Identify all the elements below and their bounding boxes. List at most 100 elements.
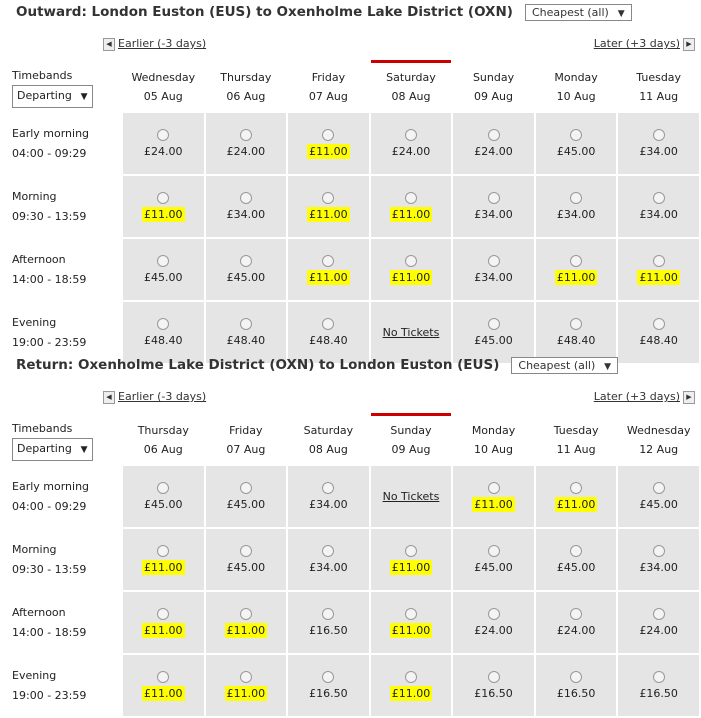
day-name: Monday — [471, 424, 516, 437]
fare-radio[interactable] — [239, 671, 252, 683]
fare-radio[interactable] — [570, 255, 583, 267]
fare-radio[interactable] — [322, 671, 335, 683]
fare-radio[interactable] — [487, 482, 500, 494]
fare-filter-select[interactable]: Cheapest (all) — [511, 357, 619, 374]
fare-radio[interactable] — [487, 608, 500, 620]
fare-radio[interactable] — [652, 545, 665, 557]
fare-radio[interactable] — [652, 318, 665, 330]
timeband-name: Early morning — [12, 126, 90, 140]
day-header: Friday 07 Aug — [288, 60, 369, 111]
fare-cell: £11.00 — [205, 655, 287, 716]
fare-cell: £11.00 — [370, 529, 452, 590]
fare-radio[interactable] — [404, 129, 417, 141]
timebands-select[interactable]: Departing — [12, 85, 93, 108]
earlier-nav: ◀ Earlier (-3 days) — [103, 390, 209, 404]
fare-radio[interactable] — [239, 255, 252, 267]
fare-price: £11.00 — [307, 270, 350, 285]
no-tickets-link[interactable]: No Tickets — [382, 326, 440, 339]
fare-radio[interactable] — [322, 255, 335, 267]
fare-radio[interactable] — [652, 482, 665, 494]
fare-radio[interactable] — [322, 318, 335, 330]
fare-filter-select[interactable]: Cheapest (all) — [524, 4, 632, 21]
fare-radio[interactable] — [157, 482, 170, 494]
earlier-link[interactable]: Earlier (-3 days) — [118, 37, 207, 50]
day-date: 06 Aug — [143, 443, 183, 456]
fare-radio[interactable] — [322, 192, 335, 204]
fare-cell: £45.00 — [205, 529, 287, 590]
timeband-name: Morning — [12, 542, 57, 556]
fare-radio[interactable] — [570, 129, 583, 141]
fare-price: £11.00 — [389, 623, 433, 638]
right-arrow[interactable]: ▶ — [683, 37, 695, 51]
fare-cell: £24.00 — [370, 113, 452, 174]
later-link[interactable]: Later (+3 days) — [593, 37, 680, 50]
fare-radio[interactable] — [157, 608, 170, 620]
fare-radio[interactable] — [652, 255, 665, 267]
fare-radio[interactable] — [239, 318, 252, 330]
fare-radio[interactable] — [404, 608, 417, 620]
fare-radio[interactable] — [239, 482, 252, 494]
fare-radio[interactable] — [157, 671, 170, 683]
fare-radio[interactable] — [322, 129, 335, 141]
later-link[interactable]: Later (+3 days) — [593, 390, 680, 403]
left-arrow[interactable]: ◀ — [103, 37, 115, 51]
fare-price: £34.00 — [474, 208, 513, 221]
fare-radio[interactable] — [487, 545, 500, 557]
fare-radio[interactable] — [404, 192, 417, 204]
fare-radio[interactable] — [652, 671, 665, 683]
timeband-name: Evening — [12, 315, 57, 329]
fare-radio[interactable] — [322, 482, 335, 494]
timeband-row: Early morning 04:00 - 09:29 £24.00 £24.00 £1… — [2, 113, 699, 174]
fare-radio[interactable] — [570, 318, 583, 330]
right-arrow[interactable]: ▶ — [683, 390, 695, 404]
day-name: Friday — [229, 424, 263, 437]
fare-radio[interactable] — [157, 255, 170, 267]
fare-radio[interactable] — [570, 608, 583, 620]
timeband-row: Morning 09:30 - 13:59 £11.00 £34.00 £11.00 £1… — [2, 176, 699, 237]
fare-radio[interactable] — [404, 671, 417, 683]
fare-radio[interactable] — [570, 545, 583, 557]
fare-radio[interactable] — [487, 192, 500, 204]
fare-radio[interactable] — [487, 255, 500, 267]
fare-radio[interactable] — [570, 482, 583, 494]
fare-radio[interactable] — [570, 192, 583, 204]
fare-radio[interactable] — [322, 545, 335, 557]
timebands-select[interactable]: Departing — [12, 438, 93, 461]
fare-cell: £48.40 — [205, 302, 287, 363]
fare-radio[interactable] — [652, 192, 665, 204]
fare-radio[interactable] — [404, 255, 417, 267]
timeband-label: Early morning 04:00 - 09:29 — [2, 113, 121, 174]
fare-price: £34.00 — [639, 208, 678, 221]
timeband-label: Evening 19:00 - 23:59 — [2, 302, 121, 363]
fare-price: £24.00 — [474, 145, 513, 158]
fare-radio[interactable] — [157, 129, 170, 141]
fare-radio[interactable] — [157, 192, 170, 204]
fare-radio[interactable] — [239, 129, 252, 141]
day-name: Monday — [554, 71, 598, 84]
day-header: Tuesday 11 Aug — [536, 413, 617, 464]
fare-radio[interactable] — [487, 318, 500, 330]
fare-radio[interactable] — [322, 608, 335, 620]
left-arrow[interactable]: ◀ — [103, 390, 115, 404]
no-tickets-link[interactable]: No Tickets — [382, 490, 440, 503]
fare-radio[interactable] — [652, 608, 665, 620]
fare-radio[interactable] — [404, 545, 417, 557]
timeband-label: Evening 19:00 - 23:59 — [2, 655, 121, 716]
fare-cell: £34.00 — [288, 466, 369, 527]
fare-cell: £24.00 — [453, 113, 534, 174]
fare-radio[interactable] — [239, 608, 252, 620]
timeband-time: 19:00 - 23:59 — [12, 688, 87, 702]
fare-radio[interactable] — [239, 192, 252, 204]
fare-radio[interactable] — [157, 545, 170, 557]
earlier-link[interactable]: Earlier (-3 days) — [118, 390, 207, 403]
fare-radio[interactable] — [487, 129, 500, 141]
timeband-name: Afternoon — [12, 252, 66, 266]
timeband-time: 14:00 - 18:59 — [12, 625, 87, 639]
fare-price: £11.00 — [224, 686, 268, 701]
fare-radio[interactable] — [487, 671, 500, 683]
fare-radio[interactable] — [570, 671, 583, 683]
fare-radio[interactable] — [157, 318, 170, 330]
fare-radio[interactable] — [652, 129, 665, 141]
fare-radio[interactable] — [239, 545, 252, 557]
